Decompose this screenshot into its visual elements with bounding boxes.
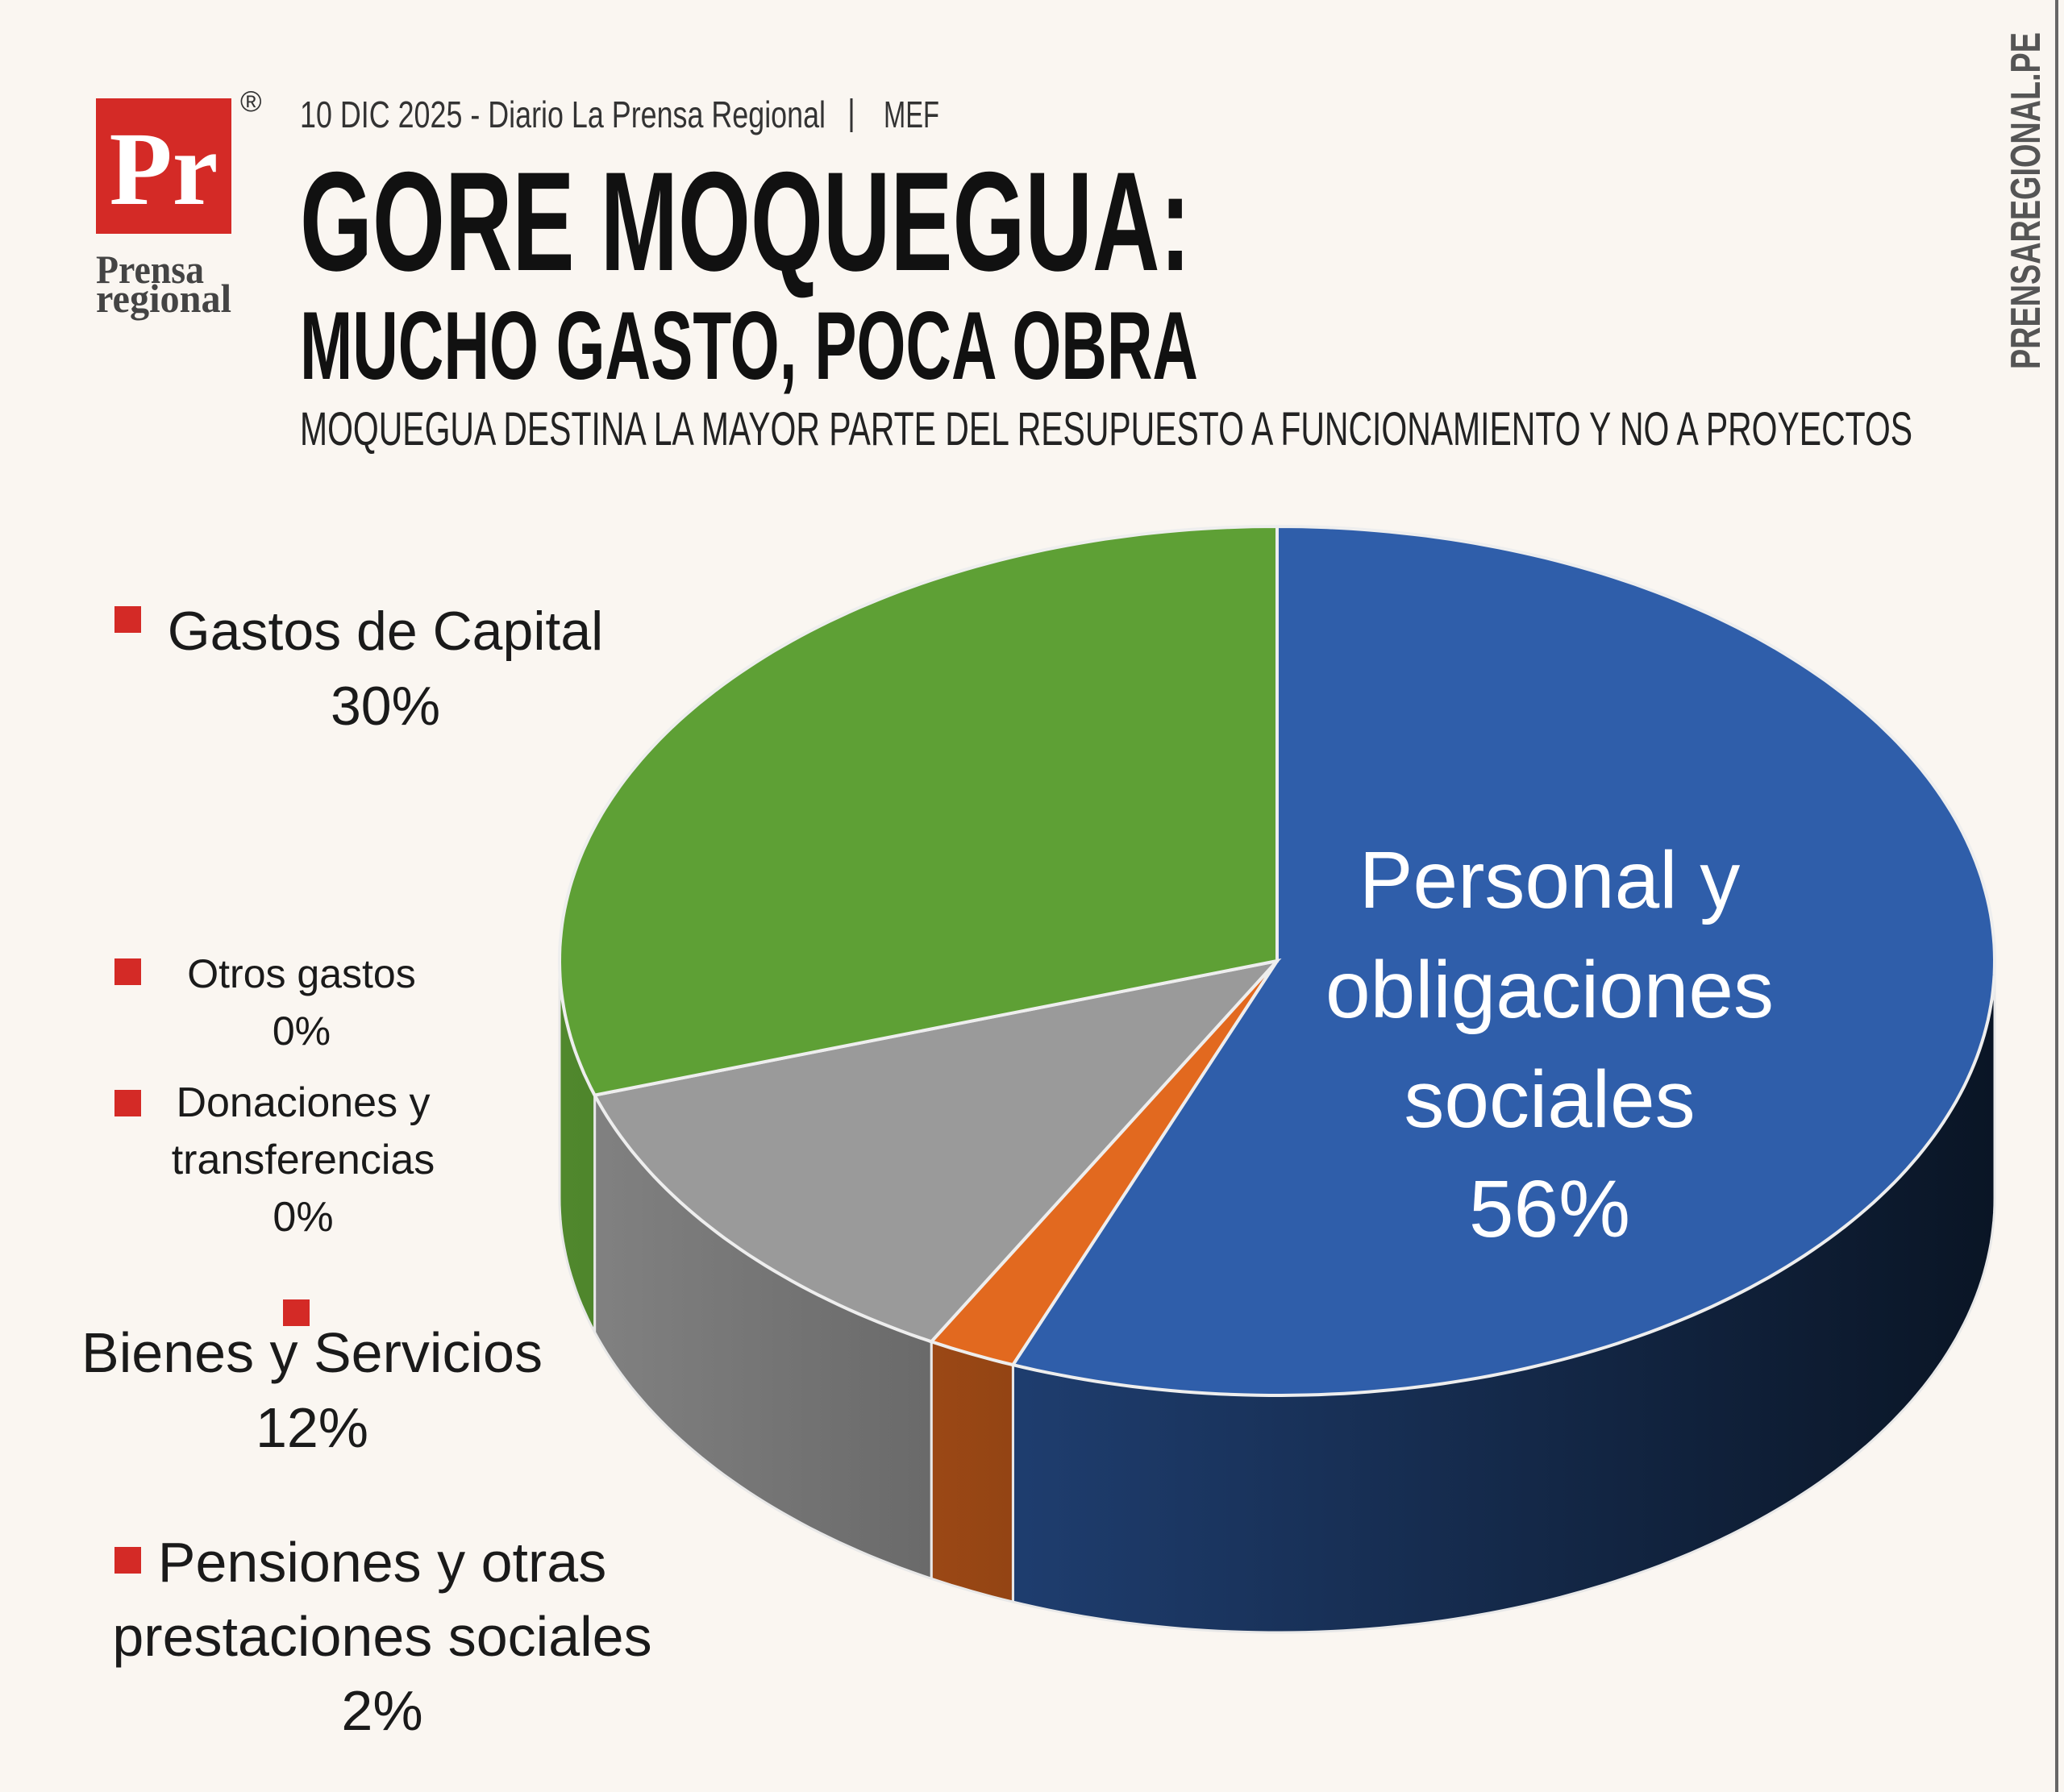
slice: [557, 524, 1279, 1097]
slice-side: [930, 1340, 1014, 1603]
chart-title: GORE MOQUEGUA:: [300, 143, 1191, 301]
slice-label: Personal y obligaciones sociales 56%: [1292, 825, 1808, 1264]
chart-subtitle: MUCHO GASTO, POCA OBRA: [300, 292, 1198, 400]
legend-marker: [114, 606, 141, 633]
legend-marker: [114, 1547, 141, 1574]
legend-marker: [283, 1299, 310, 1326]
value-label: 2%: [341, 1679, 423, 1742]
category-label: Gastos de Capital: [167, 601, 604, 662]
slice-label: Pensiones y otras prestaciones sociales 2…: [76, 1525, 689, 1748]
slice-label: Donaciones y transferencias 0%: [146, 1075, 460, 1246]
logo-box: [96, 98, 231, 234]
registered-mark: ®: [240, 85, 262, 118]
slice-label: Bienes y Servicios 12%: [0, 1316, 635, 1466]
slice-label: Gastos de Capital 30%: [103, 594, 668, 744]
slice-label: Otros gastos 0%: [100, 946, 503, 1060]
source: 10 DIC 2025 - Diario La Prensa Regional: [300, 94, 826, 135]
value-label: 0%: [272, 1008, 331, 1054]
brand-name: Prensa: [96, 247, 204, 292]
value-label: 0%: [273, 1194, 334, 1241]
slice: [928, 959, 1279, 1367]
slice: [592, 958, 1282, 1344]
pie: [557, 524, 1997, 1634]
category-label: Otros gastos: [187, 951, 416, 996]
category-label: Pensiones y otras prestaciones sociales: [112, 1531, 652, 1668]
value-label: 12%: [255, 1396, 369, 1459]
value-label: 56%: [1468, 1164, 1631, 1254]
website: PRENSAREGIONAL.PE: [2003, 32, 2049, 369]
slice: [1010, 524, 1997, 1397]
legend-marker: [114, 958, 141, 985]
brand-name: regional: [96, 276, 231, 321]
source-org: MEF: [884, 94, 939, 135]
chart-description: MOQUEGUA DESTINA LA MAYOR PARTE DEL RESU…: [300, 403, 1912, 455]
value-label: 30%: [330, 676, 441, 737]
legend-marker: [114, 1090, 141, 1116]
logo-text: Pr: [110, 111, 218, 227]
category-label: Bienes y Servicios: [81, 1321, 543, 1384]
category-label: Donaciones y transferencias: [171, 1079, 435, 1183]
category-label: Personal y obligaciones sociales: [1325, 835, 1774, 1145]
